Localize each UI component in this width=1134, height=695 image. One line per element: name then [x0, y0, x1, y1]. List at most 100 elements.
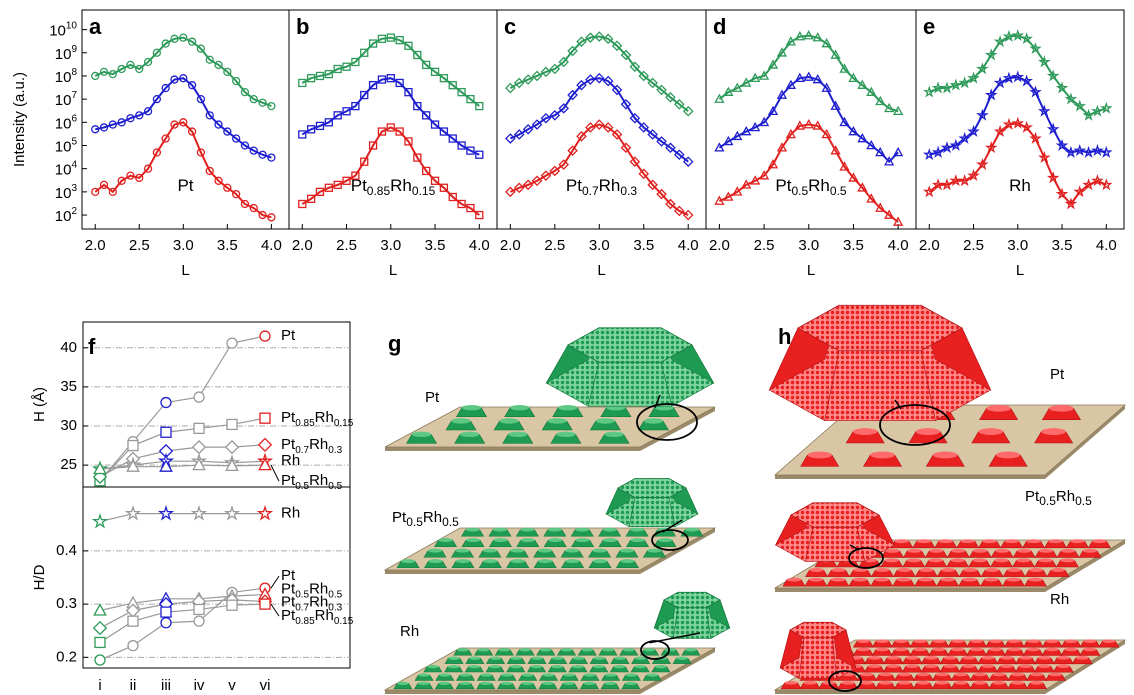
marker: [732, 130, 743, 141]
particle: [515, 649, 535, 656]
particle-top: [916, 681, 930, 685]
marker: [1002, 71, 1016, 84]
particle-top: [572, 664, 584, 669]
marker: [513, 182, 525, 194]
particle: [1026, 674, 1048, 681]
marker: [99, 123, 109, 132]
marker: [179, 74, 188, 83]
marker: [448, 81, 457, 90]
particle-top: [537, 548, 552, 553]
particle-top: [1019, 664, 1032, 668]
marker: [839, 161, 850, 171]
particle-top: [808, 577, 823, 582]
marker: [342, 176, 351, 185]
particle-top: [438, 681, 451, 686]
particle: [610, 657, 630, 664]
marker: [540, 170, 552, 181]
particle-top: [603, 538, 618, 543]
marker: [866, 86, 877, 96]
marker: [585, 32, 596, 43]
particle: [1087, 540, 1111, 549]
particle-top: [1007, 568, 1022, 572]
marker: [958, 131, 971, 144]
particle-top: [853, 568, 868, 572]
y-tick-label: 0.4: [56, 542, 77, 559]
particle: [445, 420, 477, 431]
marker: [949, 174, 963, 187]
particle: [931, 674, 953, 681]
particle-top: [924, 664, 938, 668]
particle-top: [913, 647, 927, 652]
marker: [723, 135, 734, 146]
particle-top: [630, 538, 645, 543]
particle: [536, 649, 556, 656]
marker: [386, 74, 395, 83]
marker: [794, 120, 805, 130]
marker: [1055, 81, 1069, 94]
marker: [298, 199, 307, 209]
particle-top: [418, 673, 430, 677]
marker: [1091, 104, 1104, 117]
marker: [93, 461, 107, 475]
panel-label: c: [504, 14, 516, 39]
particle-top: [455, 548, 470, 553]
marker: [741, 125, 752, 136]
marker: [351, 171, 360, 180]
particle: [939, 665, 961, 673]
particle-top: [960, 539, 975, 544]
marker: [108, 120, 117, 129]
particle-top: [986, 404, 1011, 412]
particle-top: [916, 539, 931, 544]
marker: [665, 142, 676, 154]
particle-top: [448, 656, 460, 660]
particle-top: [1030, 681, 1043, 685]
particle: [988, 454, 1028, 467]
particle-top: [919, 568, 934, 572]
particle: [1026, 682, 1048, 690]
particle: [517, 683, 537, 690]
x-tick-label: 3.0: [1007, 237, 1028, 254]
particle: [928, 649, 950, 656]
marker: [1064, 197, 1078, 210]
composition-label: Pt: [177, 176, 193, 195]
marker: [611, 129, 623, 140]
particle: [845, 431, 885, 444]
panel-label: d: [713, 14, 726, 39]
marker: [513, 129, 525, 140]
marker: [333, 180, 342, 190]
particle-top: [879, 672, 893, 677]
marker: [505, 82, 516, 94]
marker: [682, 105, 694, 117]
particle: [461, 539, 485, 548]
marker: [567, 145, 578, 156]
particle-top: [905, 664, 919, 668]
marker: [1082, 178, 1095, 191]
particle-top: [1061, 548, 1076, 553]
marker: [1055, 187, 1069, 200]
particle: [444, 657, 464, 664]
marker: [665, 92, 676, 103]
particle: [920, 665, 942, 673]
x-tick-label: ii: [130, 677, 137, 694]
marker: [475, 210, 484, 220]
particle-top: [963, 568, 978, 572]
marker: [315, 71, 325, 81]
marker: [839, 63, 850, 73]
particle-top: [620, 559, 635, 564]
marker: [306, 74, 316, 83]
particle: [601, 674, 621, 681]
marker: [505, 186, 516, 198]
particle-top: [1050, 568, 1066, 572]
tick-base: 10: [55, 46, 72, 63]
particle-top: [508, 431, 528, 438]
particle-top: [962, 577, 977, 582]
marker: [531, 70, 543, 82]
marker: [638, 168, 650, 180]
particle: [625, 529, 649, 537]
marker: [91, 125, 100, 134]
particle-top: [538, 559, 553, 564]
particle-top: [1049, 404, 1074, 412]
particle: [950, 682, 972, 690]
marker: [448, 134, 457, 143]
particle-top: [928, 558, 943, 563]
